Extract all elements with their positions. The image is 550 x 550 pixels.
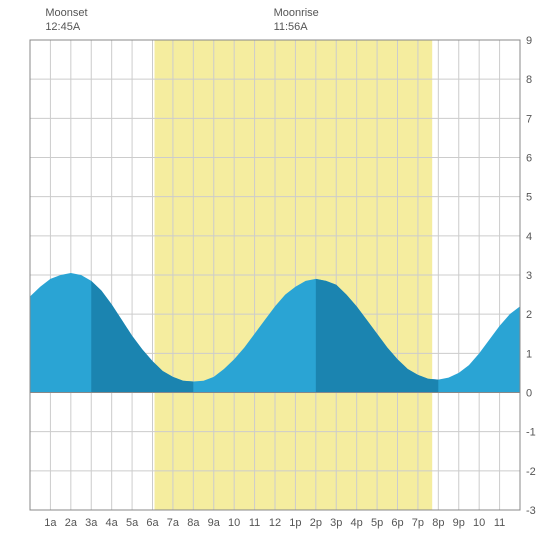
tide-chart: -3-2-101234567891a2a3a4a5a6a7a8a9a101112… — [0, 0, 550, 550]
x-tick-label: 1p — [289, 517, 301, 529]
x-tick-label: 9a — [208, 517, 221, 529]
moonrise-time: 11:56A — [274, 21, 309, 33]
x-tick-label: 4a — [106, 517, 119, 529]
y-tick-label: 1 — [526, 348, 532, 360]
x-tick-label: 6p — [391, 517, 403, 529]
x-tick-label: 4p — [351, 517, 363, 529]
x-tick-label: 7a — [167, 517, 180, 529]
moonset-title: Moonset — [45, 7, 87, 19]
moonrise-title: Moonrise — [274, 7, 319, 19]
x-tick-label: 6a — [146, 517, 159, 529]
x-tick-label: 5a — [126, 517, 139, 529]
y-tick-label: -3 — [526, 505, 536, 517]
x-tick-label: 10 — [228, 517, 240, 529]
x-tick-label: 8p — [432, 517, 444, 529]
x-tick-label: 11 — [494, 517, 505, 529]
x-tick-label: 7p — [412, 517, 424, 529]
y-tick-label: -2 — [526, 466, 536, 478]
tide-chart-svg: -3-2-101234567891a2a3a4a5a6a7a8a9a101112… — [0, 0, 550, 550]
y-tick-label: -1 — [526, 427, 536, 439]
x-tick-label: 3p — [330, 517, 342, 529]
y-tick-label: 5 — [526, 192, 532, 204]
moonset-time: 12:45A — [45, 21, 81, 33]
y-tick-label: 3 — [526, 270, 532, 282]
x-tick-label: 10 — [473, 517, 485, 529]
x-tick-label: 2a — [65, 517, 78, 529]
x-tick-label: 9p — [453, 517, 465, 529]
y-tick-label: 7 — [526, 113, 532, 125]
x-tick-label: 8a — [187, 517, 200, 529]
x-tick-label: 2p — [310, 517, 322, 529]
y-tick-label: 8 — [526, 74, 532, 86]
x-tick-label: 3a — [85, 517, 98, 529]
y-tick-label: 0 — [526, 388, 532, 400]
x-tick-label: 1a — [44, 517, 57, 529]
x-tick-label: 11 — [249, 517, 260, 529]
x-tick-label: 5p — [371, 517, 383, 529]
x-tick-label: 12 — [269, 517, 281, 529]
y-tick-label: 4 — [526, 231, 532, 243]
y-tick-label: 9 — [526, 35, 532, 47]
y-tick-label: 2 — [526, 309, 532, 321]
y-tick-label: 6 — [526, 153, 532, 165]
